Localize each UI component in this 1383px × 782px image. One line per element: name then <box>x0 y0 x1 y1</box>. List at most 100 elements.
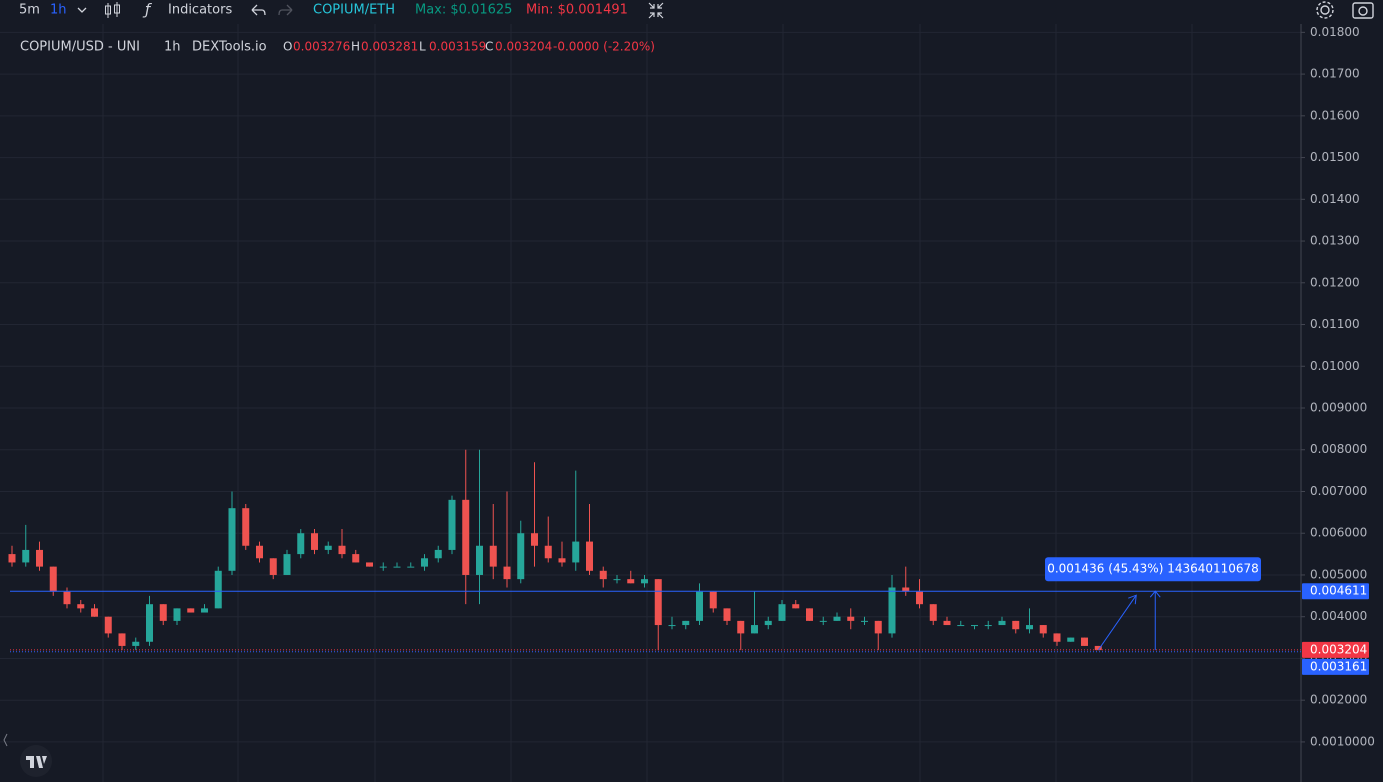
y-tick-label: 0.007000 <box>1310 484 1367 498</box>
candle-body <box>861 620 868 622</box>
settings[interactable] <box>1320 5 1330 15</box>
redo[interactable] <box>278 4 293 16</box>
legend-key: L <box>419 40 426 54</box>
candle-body <box>283 554 291 575</box>
candle-body <box>311 533 318 550</box>
candle-body <box>489 545 497 567</box>
candle-body <box>544 545 552 559</box>
candle-body <box>118 633 126 646</box>
candle-body <box>902 587 910 592</box>
undo[interactable] <box>251 4 266 16</box>
price-label-box <box>1302 641 1369 658</box>
min-price: Min: $0.001491 <box>526 3 628 18</box>
legend-value: 0.003281 <box>361 40 418 54</box>
candle-body <box>833 616 841 621</box>
y-tick-label: 0.01000 <box>1310 359 1360 373</box>
candle-body <box>8 554 16 563</box>
candle-body <box>1026 625 1033 630</box>
measure-label: 0.001436 (45.43%) 143640110678 <box>1047 562 1259 576</box>
candle-body <box>242 508 250 546</box>
indicators-button[interactable]: Indicators <box>168 3 232 18</box>
candle-body <box>627 579 635 584</box>
candle-body <box>256 545 263 559</box>
candle-body <box>696 591 703 621</box>
candle-body <box>1067 637 1075 642</box>
candle-body <box>132 641 140 646</box>
candle-body <box>916 591 923 605</box>
measure-arrowhead <box>1128 594 1137 605</box>
candle-body <box>324 545 332 550</box>
legend-key: O <box>283 40 292 54</box>
interval: 1h <box>164 40 181 55</box>
candle-body <box>77 604 85 609</box>
snapshot[interactable] <box>1352 2 1374 19</box>
candle-body <box>22 549 30 563</box>
legend-key: H <box>351 40 360 54</box>
y-tick-label: 0.0010000 <box>1310 734 1375 748</box>
change: -0.0000 (-2.20%) <box>553 40 655 54</box>
candle-body <box>49 566 57 592</box>
candle-body <box>929 604 937 621</box>
legend-key: C <box>485 40 493 54</box>
chart-type-icon[interactable] <box>105 2 120 18</box>
candle-body <box>888 587 896 634</box>
y-tick-label: 0.01600 <box>1310 108 1360 122</box>
candle-body <box>104 616 112 634</box>
candle-body <box>338 545 346 555</box>
candle-body <box>214 570 222 609</box>
measure-arrow <box>1097 594 1137 651</box>
settings-gear[interactable] <box>1316 1 1334 19</box>
candle-body <box>63 591 71 605</box>
candle-body <box>1053 633 1061 642</box>
candle-body <box>1081 637 1088 646</box>
price-label: 0.003161 <box>1310 659 1367 673</box>
candle-body <box>146 604 153 642</box>
measure-vertical-head <box>1149 590 1161 598</box>
indicators-icon[interactable]: ƒ <box>142 1 152 19</box>
candle-body <box>36 549 43 567</box>
fullscreen[interactable] <box>648 2 664 19</box>
price-label-box <box>1302 658 1369 675</box>
candle-body <box>228 508 236 571</box>
max-price: Max: $0.01625 <box>415 3 512 18</box>
candle-body <box>91 608 98 617</box>
y-tick-label: 0.01500 <box>1310 150 1360 164</box>
y-tick-label: 0.01400 <box>1310 192 1360 206</box>
candle-body <box>503 566 511 580</box>
y-tick-label: 0.01200 <box>1310 275 1360 289</box>
pair-link[interactable]: COPIUM/ETH <box>313 3 395 18</box>
legend-value: 0.003204 <box>495 40 552 54</box>
candle-body <box>998 620 1006 626</box>
candle-body <box>723 608 731 621</box>
candle-body <box>586 541 593 571</box>
logo[interactable] <box>20 745 52 777</box>
candle-body <box>847 616 855 621</box>
y-tick-label: 0.01100 <box>1310 317 1360 331</box>
candles <box>8 449 1102 651</box>
y-tick-label: 0.01800 <box>1310 25 1360 39</box>
y-tick-label: 0.004000 <box>1310 609 1367 623</box>
timeframe-active[interactable]: 1h <box>50 3 67 18</box>
candle-body <box>874 620 882 634</box>
snapshot-lens <box>1358 6 1368 16</box>
legend-value: 0.003159 <box>429 40 486 54</box>
legend: COPIUM/USD - UNI 1h DEXTools.io -0.0000 … <box>20 40 655 55</box>
overlay: 0.01800 0.01700 0.01600 0.01500 0.01400 0.013… <box>10 25 1375 748</box>
legend-value: 0.003276 <box>293 40 350 54</box>
price-label-box <box>1302 583 1369 600</box>
candle-body <box>476 545 483 575</box>
y-tick-label: 0.005000 <box>1310 567 1367 581</box>
candle-body <box>1094 645 1102 651</box>
timeframe[interactable]: 5m <box>19 3 40 18</box>
y-tick-label: 0.006000 <box>1310 526 1367 540</box>
candle-body <box>159 604 167 621</box>
candle-body <box>709 591 717 609</box>
scroll-left[interactable] <box>3 733 8 747</box>
candle-body <box>1039 625 1047 634</box>
candle-body <box>407 566 415 568</box>
candle-body <box>1012 620 1020 630</box>
symbol: COPIUM/USD - UNI <box>20 40 140 55</box>
timeframe-dropdown[interactable] <box>77 7 87 13</box>
